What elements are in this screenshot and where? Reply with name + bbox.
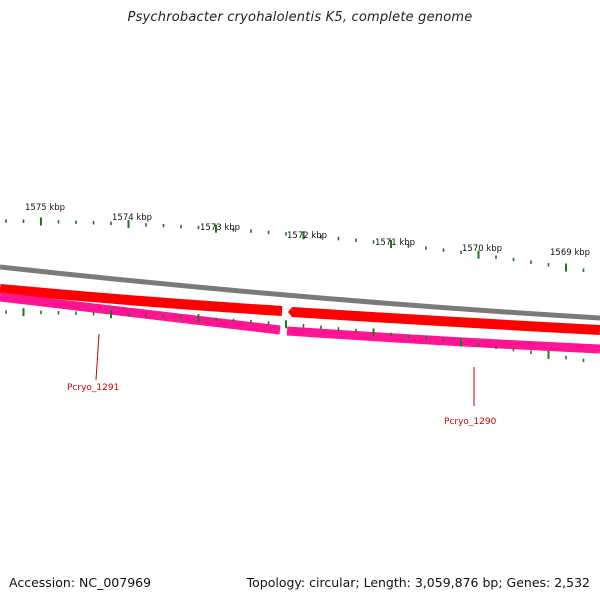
backbone-ring	[0, 264, 600, 321]
scale-label: 1572 kbp	[287, 231, 327, 241]
cds-pink-left	[0, 292, 281, 335]
cds-red-left	[0, 284, 283, 316]
scale-label: 1570 kbp	[462, 244, 502, 254]
cds-red-arrow	[288, 307, 292, 317]
cds-red-right[interactable]	[291, 307, 600, 335]
scale-label: 1575 kbp	[25, 203, 65, 213]
genome-summary-text: Topology: circular; Length: 3,059,876 bp…	[246, 575, 590, 590]
scale-ticks-lower	[5, 308, 585, 363]
gene-label-text: Pcryo_1291	[67, 383, 119, 393]
scale-label: 1573 kbp	[200, 223, 240, 233]
scale-label: 1574 kbp	[112, 213, 152, 223]
scale-label: 1571 kbp	[375, 238, 415, 248]
scale-ticks-upper	[5, 217, 585, 272]
map-title: Psychrobacter cryohalolentis K5, complet…	[127, 10, 473, 25]
gene-label-text: Pcryo_1290	[444, 417, 497, 427]
backbone-track	[0, 264, 600, 321]
scale-labels: 1575 kbp 1574 kbp 1573 kbp 1572 kbp 1571…	[25, 203, 590, 258]
gene-label-pcryo-1290[interactable]: Pcryo_1290	[444, 367, 497, 427]
cds-pink-right[interactable]	[286, 326, 600, 354]
scale-label: 1569 kbp	[550, 248, 590, 258]
cds-track	[0, 284, 600, 354]
gene-label-leader	[95, 333, 100, 381]
gene-label-pcryo-1291[interactable]: Pcryo_1291	[67, 333, 119, 393]
accession-text: Accession: NC_007969	[9, 575, 152, 590]
